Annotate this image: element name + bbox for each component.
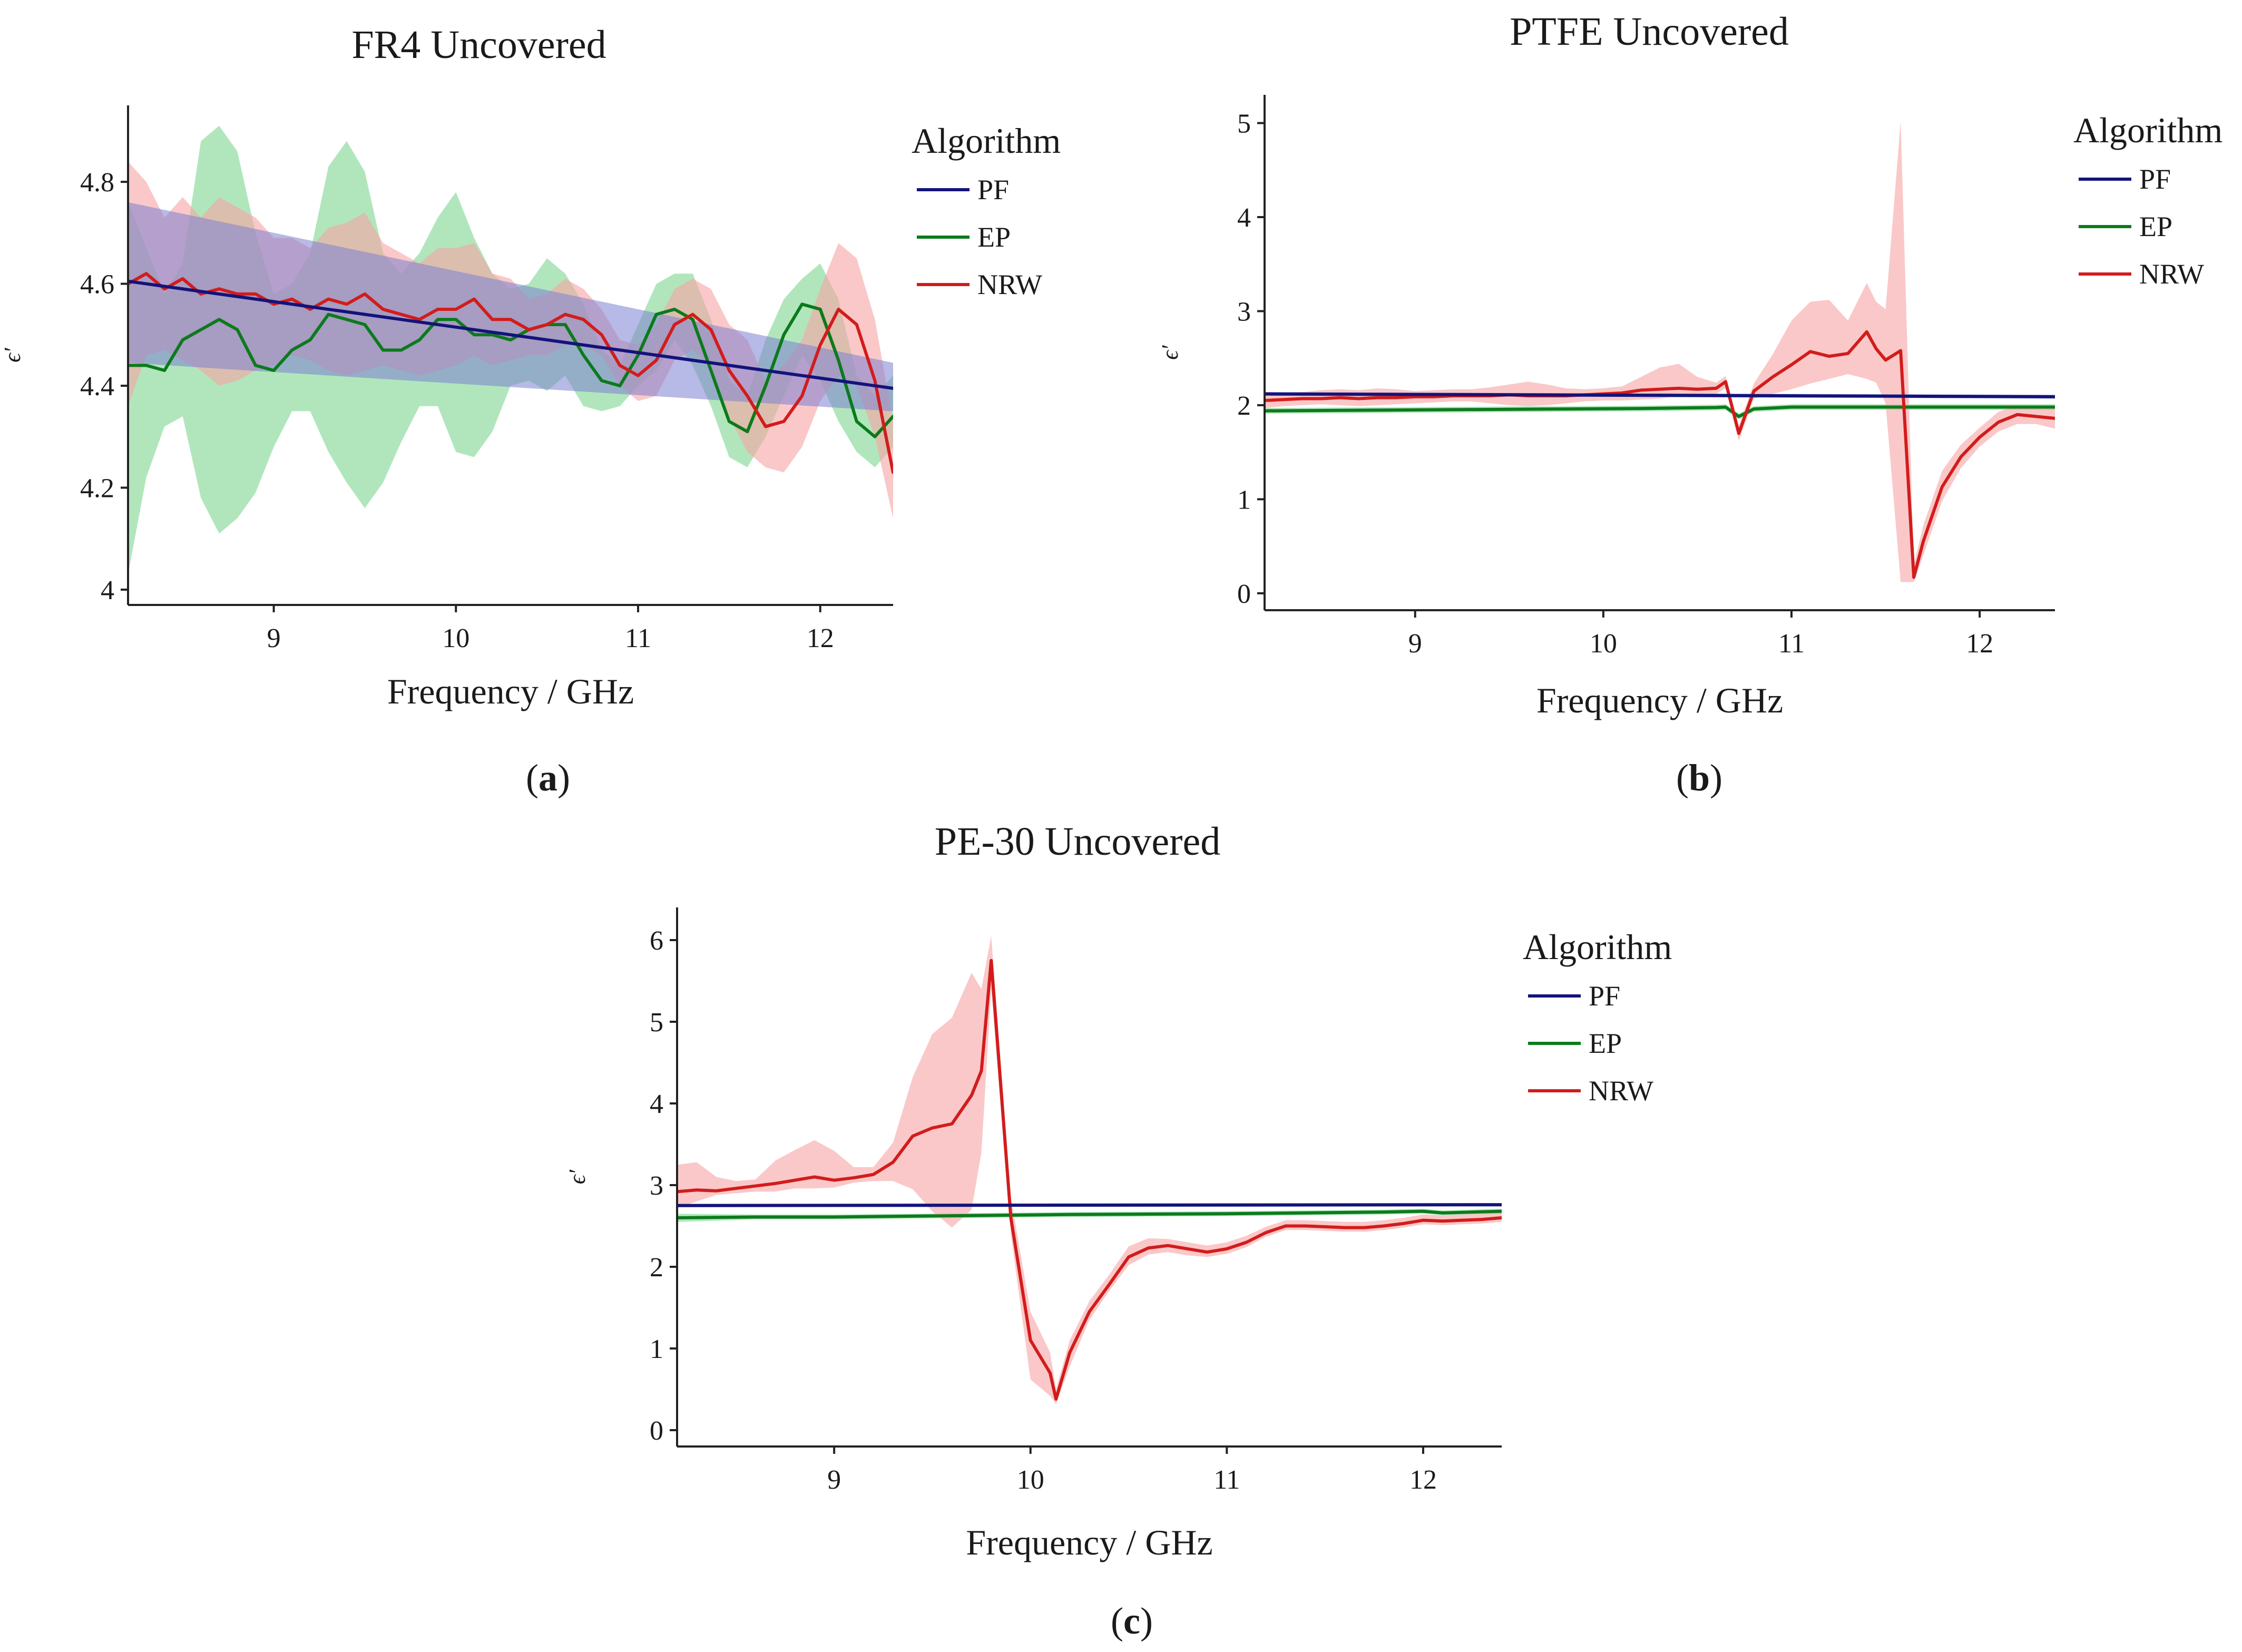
legend: Algorithm PF EP NRW [2073,110,2223,290]
x-tick-label: 9 [267,623,281,653]
y-tick-label: 5 [650,1008,663,1038]
pf-confidence-band [128,202,893,412]
nrw-confidence-band [677,936,1502,1404]
y-axis-label: ϵ′ [0,347,25,363]
x-tick-label: 10 [1590,629,1617,659]
nrw-confidence-band [1265,121,2055,582]
y-tick-label: 2 [1237,391,1251,421]
y-tick-label: 4 [101,575,114,605]
y-tick-label: 4 [1237,203,1251,233]
ep-series-line [128,302,893,438]
pf-legend-label: PF [977,174,1009,206]
y-tick-label: 0 [650,1416,663,1446]
nrw-series-line [1265,330,2055,579]
legend: Algorithm PF EP NRW [1523,927,1672,1107]
pf-legend-label: PF [1589,980,1620,1012]
plot-area [128,125,893,574]
y-tick-label: 4 [650,1089,663,1119]
plot-area [677,936,1502,1404]
y-tick-label: 4.4 [80,372,114,402]
y-tick-label: 3 [650,1171,663,1201]
x-axis-label: Frequency / GHz [1536,680,1783,720]
nrw-legend-label: NRW [1589,1075,1653,1107]
y-tick-label: 4.8 [80,168,114,198]
ep-legend-label: EP [977,221,1011,253]
nrw-series-line [677,959,1502,1401]
y-tick-label: 3 [1237,297,1251,327]
y-tick-label: 5 [1237,109,1251,139]
legend: Algorithm PF EP NRW [912,121,1061,300]
chart-title: PTFE Uncovered [1510,9,1789,54]
x-tick-label: 10 [442,623,469,653]
x-tick-label: 12 [807,623,834,653]
x-axis-label: Frequency / GHz [387,671,634,711]
x-tick-label: 12 [1966,629,1993,659]
nrw-legend-label: NRW [977,269,1042,300]
pf-series-line [677,1203,1502,1207]
ep-series-line [1265,405,2055,418]
nrw-series-line [128,272,893,474]
ep-legend-label: EP [1589,1028,1622,1059]
chart-title: FR4 Uncovered [351,23,606,67]
x-tick-label: 12 [1409,1465,1437,1495]
chart-1: 4 4.2 4.4 4.6 4.8 9 10 11 12 FR4 Uncovered Frequen… [0,23,1061,799]
pf-legend-label: PF [2139,163,2171,195]
y-tick-label: 4.6 [80,270,114,300]
legend-title: Algorithm [1523,927,1672,967]
x-tick-label: 11 [625,623,651,653]
x-tick-label: 9 [1408,629,1422,659]
legend-title: Algorithm [2073,110,2223,150]
nrw-legend-label: NRW [2139,258,2204,290]
x-tick-label: 11 [1213,1465,1240,1495]
plot-area [1265,121,2055,582]
ep-series-line [677,1209,1502,1219]
pf-series-line [128,279,893,390]
legend-title: Algorithm [912,121,1061,161]
chart-title: PE-30 Uncovered [935,819,1220,864]
y-tick-label: 4.2 [80,474,114,504]
panel-label: (b) [1676,757,1722,799]
x-axis-label: Frequency / GHz [966,1522,1212,1562]
x-tick-label: 9 [827,1465,841,1495]
x-tick-label: 10 [1017,1465,1044,1495]
y-tick-label: 2 [650,1253,663,1283]
y-tick-label: 1 [1237,485,1251,515]
panel-label: (c) [1111,1600,1153,1642]
ep-legend-label: EP [2139,211,2172,242]
y-axis-label: ϵ′ [1157,345,1183,360]
y-tick-label: 1 [650,1334,663,1364]
y-axis-label: ϵ′ [564,1169,590,1184]
pf-series-line [1265,392,2055,398]
x-tick-label: 11 [1778,629,1805,659]
y-tick-label: 0 [1237,579,1251,609]
panel-label: (a) [526,757,570,799]
y-tick-label: 6 [650,926,663,956]
